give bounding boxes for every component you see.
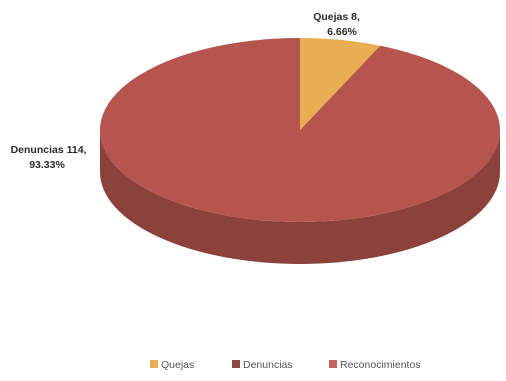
data-label-denuncias: Denuncias 114, 93.33%	[11, 144, 90, 171]
data-label-denuncias-line1: Denuncias 114,	[11, 144, 87, 156]
legend-swatch-denuncias	[232, 360, 240, 368]
legend-label-quejas: Quejas	[161, 359, 194, 371]
legend-label-reconocimientos: Reconocimientos	[340, 359, 421, 371]
legend-swatch-reconocimientos	[329, 360, 337, 368]
data-label-denuncias-line2: 93.33%	[29, 159, 65, 171]
pie-slice-quejas	[300, 38, 381, 130]
legend-swatch-quejas	[150, 360, 158, 368]
legend-label-denuncias: Denuncias	[243, 359, 293, 371]
data-label-quejas-line2: 6.66%	[327, 26, 357, 38]
pie-side-wall	[100, 130, 500, 264]
data-label-quejas: Quejas 8, 6.66%	[313, 11, 363, 38]
data-label-quejas-line1: Quejas 8,	[313, 11, 360, 23]
pie-slice-denuncias	[99, 38, 500, 222]
legend: Quejas Denuncias Reconocimientos	[150, 359, 421, 371]
